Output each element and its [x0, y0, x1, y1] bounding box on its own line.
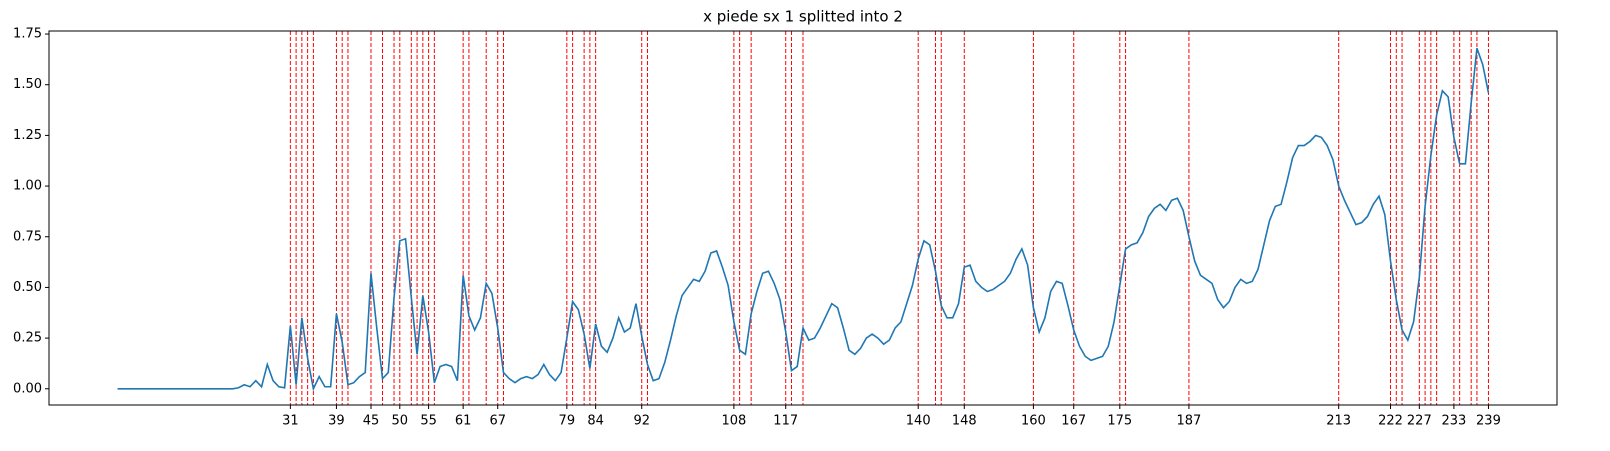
y-tick-label: 0.25 — [13, 331, 42, 346]
x-tick-label: 61 — [455, 414, 472, 429]
x-tick-label: 67 — [489, 414, 506, 429]
x-tick-label: 233 — [1441, 414, 1466, 429]
x-tick-label: 148 — [952, 414, 977, 429]
x-tick-label: 45 — [363, 414, 380, 429]
x-tick-label: 227 — [1407, 414, 1432, 429]
y-tick-label: 1.75 — [13, 27, 42, 42]
x-tick-label: 140 — [906, 414, 931, 429]
x-tick-label: 167 — [1061, 414, 1086, 429]
x-tick-label: 187 — [1177, 414, 1202, 429]
y-tick-label: 0.75 — [13, 229, 42, 244]
y-tick-label: 1.50 — [13, 77, 42, 92]
x-tick-label: 175 — [1107, 414, 1132, 429]
y-tick-label: 1.00 — [13, 179, 42, 194]
x-tick-label: 222 — [1378, 414, 1403, 429]
plot-frame — [48, 30, 1558, 406]
data-line — [117, 47, 1490, 392]
x-tick-label: 55 — [420, 414, 437, 429]
x-tick-label: 239 — [1476, 414, 1501, 429]
x-tick-label: 92 — [633, 414, 650, 429]
x-tick-label: 117 — [773, 414, 798, 429]
x-tick-label: 84 — [587, 414, 604, 429]
chart-title: x piede sx 1 splitted into 2 — [703, 8, 903, 26]
y-tick-label: 0.00 — [13, 381, 42, 396]
x-tick-label: 39 — [328, 414, 345, 429]
x-tick-label: 50 — [392, 414, 409, 429]
x-tick-label: 160 — [1021, 414, 1046, 429]
y-tick-label: 1.25 — [13, 128, 42, 143]
x-tick-label: 79 — [559, 414, 576, 429]
x-tick-label: 31 — [282, 414, 299, 429]
y-tick-label: 0.50 — [13, 280, 42, 295]
x-tick-label: 108 — [721, 414, 746, 429]
x-tick-label: 213 — [1326, 414, 1351, 429]
